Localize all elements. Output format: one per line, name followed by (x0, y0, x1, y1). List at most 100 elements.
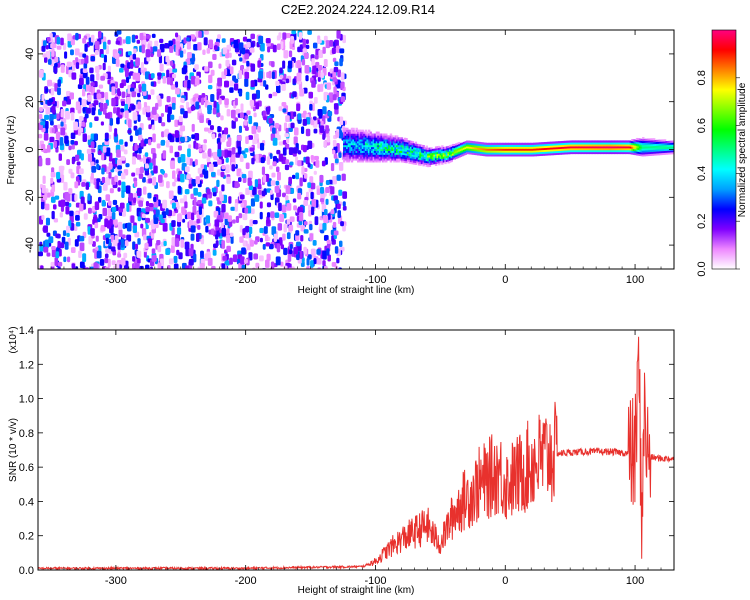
heatmap-cell (487, 152, 491, 155)
heatmap-cell (115, 59, 120, 67)
heatmap-cell (642, 142, 645, 145)
heatmap-cell (395, 152, 399, 155)
heatmap-cell (75, 32, 79, 41)
heatmap-cell (360, 141, 363, 144)
heatmap-cell (389, 156, 393, 159)
heatmap-cell (253, 253, 259, 260)
heatmap-cell (276, 149, 281, 155)
heatmap-cell (205, 225, 209, 233)
heatmap-cell (612, 146, 615, 149)
heatmap-cell (489, 146, 492, 149)
heatmap-cell (288, 50, 293, 58)
heatmap-cell (353, 146, 357, 150)
heatmap-cell (159, 63, 164, 72)
heatmap-cell (250, 80, 255, 88)
heatmap-cell (278, 202, 282, 212)
heatmap-cell (484, 150, 488, 153)
heatmap-cell (43, 246, 49, 253)
heatmap-cell (156, 143, 161, 149)
heatmap-cell (66, 256, 71, 263)
heatmap-cell (307, 162, 311, 168)
heatmap-cell (174, 119, 179, 127)
heatmap-cell (121, 257, 126, 266)
heatmap-cell (364, 141, 368, 144)
heatmap-cell (455, 145, 458, 148)
heatmap-cell (385, 135, 388, 138)
heatmap-cell (352, 139, 355, 142)
heatmap-cell (517, 148, 520, 151)
heatmap-cell (144, 163, 149, 169)
heatmap-cell (97, 31, 102, 39)
heatmap-cell (590, 149, 594, 153)
heatmap-cell (445, 146, 449, 149)
heatmap-cell (498, 152, 502, 155)
heatmap-cell (540, 149, 544, 153)
heatmap-cell (173, 263, 179, 269)
heatmap-cell (481, 146, 485, 149)
heatmap-cell (140, 138, 144, 147)
heatmap-cell (94, 222, 99, 229)
heatmap-cell (419, 163, 422, 166)
heatmap-cell (649, 151, 653, 154)
heatmap-cell (492, 142, 495, 146)
heatmap-cell (618, 151, 622, 155)
heatmap-cell (447, 161, 450, 164)
heatmap-cell (275, 198, 280, 203)
heatmap-cell (416, 149, 419, 152)
heatmap-cell (361, 146, 365, 150)
heatmap-cell (557, 152, 561, 155)
heatmap-cell (210, 93, 215, 102)
heatmap-cell (408, 148, 411, 151)
heatmap-cell (409, 152, 413, 155)
heatmap-cell (529, 150, 533, 153)
heatmap-cell (377, 154, 380, 157)
heatmap-cell (145, 264, 150, 269)
heatmap-cell (643, 144, 647, 147)
heatmap-cell (388, 143, 391, 146)
heatmap-cell (380, 137, 383, 140)
heatmap-cell (257, 183, 262, 190)
heatmap-cell (187, 107, 192, 114)
heatmap-cell (427, 157, 430, 160)
heatmap-cell (303, 87, 308, 94)
heatmap-cell (505, 142, 508, 146)
heatmap-cell (452, 147, 455, 150)
heatmap-cell (319, 223, 323, 230)
heatmap-cell (340, 72, 345, 81)
heatmap-cell (364, 160, 368, 163)
heatmap-cell (420, 146, 424, 149)
heatmap-cell (621, 144, 625, 147)
heatmap-cell (312, 116, 317, 121)
heatmap-cell (581, 140, 584, 143)
heatmap-cell (458, 155, 461, 158)
heatmap-cell (327, 254, 331, 262)
heatmap-cell (332, 175, 337, 185)
heatmap-cell (280, 244, 285, 250)
heatmap-cell (386, 156, 390, 159)
heatmap-cell (101, 152, 105, 161)
heatmap-cell (167, 113, 171, 123)
heatmap-cell (372, 139, 376, 142)
heatmap-cell (571, 140, 575, 143)
heatmap-cell (52, 43, 57, 49)
heatmap-cell (581, 142, 584, 145)
heatmap-cell (131, 91, 137, 98)
heatmap-cell (111, 158, 116, 167)
heatmap-cell (95, 246, 99, 251)
heatmap-cell (405, 141, 408, 145)
heatmap-cell (292, 91, 297, 98)
heatmap-cell (357, 139, 360, 142)
heatmap-cell (607, 151, 611, 155)
heatmap-cell (383, 135, 386, 138)
heatmap-cell (649, 153, 653, 156)
heatmap-cell (50, 120, 54, 126)
heatmap-cell (70, 49, 74, 56)
heatmap-cell (646, 151, 650, 155)
heatmap-cell (296, 103, 301, 112)
heatmap-cell (225, 59, 230, 67)
heatmap-cell (129, 63, 134, 68)
heatmap-cell (135, 35, 139, 40)
heatmap-cell (116, 107, 121, 116)
heatmap-cell (150, 53, 154, 58)
heatmap-cell (620, 142, 623, 145)
